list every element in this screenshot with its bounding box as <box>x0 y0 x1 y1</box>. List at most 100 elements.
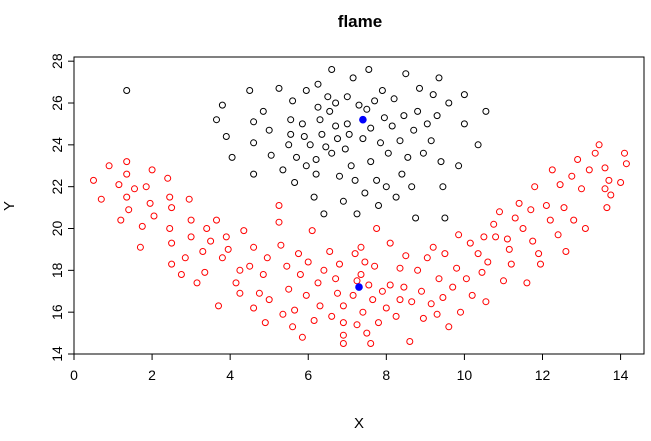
data-point <box>392 312 400 320</box>
data-point <box>285 285 293 293</box>
data-point <box>382 304 390 312</box>
data-point <box>250 139 258 147</box>
data-point <box>603 204 611 212</box>
data-point <box>392 193 400 201</box>
y-axis-label: Y <box>1 201 18 211</box>
data-point <box>345 130 353 138</box>
data-point <box>298 120 306 128</box>
data-point <box>371 97 379 105</box>
data-point <box>496 208 503 216</box>
data-point <box>222 233 230 241</box>
data-point <box>490 220 498 228</box>
data-point <box>316 116 324 124</box>
data-point <box>492 233 500 241</box>
data-point <box>353 321 361 329</box>
data-point <box>289 97 297 105</box>
data-point <box>412 214 420 222</box>
data-point <box>285 141 293 149</box>
data-point <box>250 170 258 178</box>
data-point <box>396 264 404 272</box>
data-point <box>199 248 207 255</box>
data-point <box>570 216 578 224</box>
data-point <box>177 271 185 278</box>
data-point <box>507 260 515 268</box>
data-point <box>357 271 365 278</box>
data-point <box>302 87 310 94</box>
data-point <box>168 204 176 212</box>
data-point <box>306 141 314 149</box>
data-point <box>386 281 394 289</box>
data-point <box>332 275 340 283</box>
data-point <box>429 243 437 251</box>
data-point <box>414 266 422 274</box>
data-point <box>365 66 373 73</box>
data-point <box>373 225 381 232</box>
x-axis: 0 2 4 6 8 10 12 14 <box>70 353 629 383</box>
data-point <box>460 120 468 128</box>
data-point <box>291 179 299 186</box>
data-point <box>240 227 248 235</box>
data-point <box>617 179 625 186</box>
data-point <box>322 143 330 151</box>
data-point <box>581 225 589 232</box>
data-point <box>367 340 375 347</box>
data-point <box>295 250 302 258</box>
x-tick-label: 14 <box>613 367 629 383</box>
data-point <box>398 170 406 178</box>
data-point <box>418 287 425 295</box>
data-point <box>445 99 453 107</box>
data-point <box>562 248 570 255</box>
data-point <box>125 206 133 214</box>
y-tick-label: 26 <box>49 95 65 111</box>
y-tick-label: 18 <box>49 262 65 278</box>
data-point <box>367 124 375 132</box>
data-point <box>304 258 312 266</box>
data-point <box>377 139 384 147</box>
data-point <box>136 243 144 251</box>
data-point <box>480 233 488 241</box>
data-point <box>265 296 273 304</box>
series-1 <box>90 141 630 347</box>
data-point <box>449 283 457 291</box>
data-point <box>423 120 431 128</box>
data-point <box>105 162 113 170</box>
data-point <box>246 262 254 270</box>
data-point <box>334 289 341 297</box>
data-point <box>187 216 195 224</box>
data-point <box>406 338 414 345</box>
data-point <box>255 289 263 297</box>
data-point <box>378 87 386 94</box>
data-point <box>275 84 283 92</box>
data-point <box>484 258 492 266</box>
data-point <box>363 105 371 113</box>
data-point <box>410 126 418 134</box>
data-point <box>332 99 340 107</box>
data-point <box>500 277 507 285</box>
data-point <box>236 266 244 274</box>
data-point <box>359 135 367 143</box>
data-point <box>201 268 209 276</box>
data-point <box>318 130 326 138</box>
data-point <box>622 160 630 168</box>
data-point <box>462 275 470 283</box>
data-point <box>474 250 482 258</box>
data-point <box>267 151 275 159</box>
data-point <box>404 153 412 161</box>
data-point <box>542 202 550 209</box>
data-point <box>287 116 295 124</box>
data-point <box>548 166 556 174</box>
data-point <box>213 216 220 224</box>
data-point <box>595 141 603 149</box>
data-point <box>419 149 427 157</box>
data-point <box>601 185 609 193</box>
data-point <box>605 176 613 184</box>
data-point <box>232 279 240 287</box>
data-point <box>228 153 236 161</box>
data-point <box>279 166 287 174</box>
data-point <box>369 296 377 304</box>
x-tick-label: 2 <box>148 367 156 383</box>
data-point <box>341 145 349 153</box>
data-point <box>320 210 328 218</box>
data-point <box>437 158 445 166</box>
